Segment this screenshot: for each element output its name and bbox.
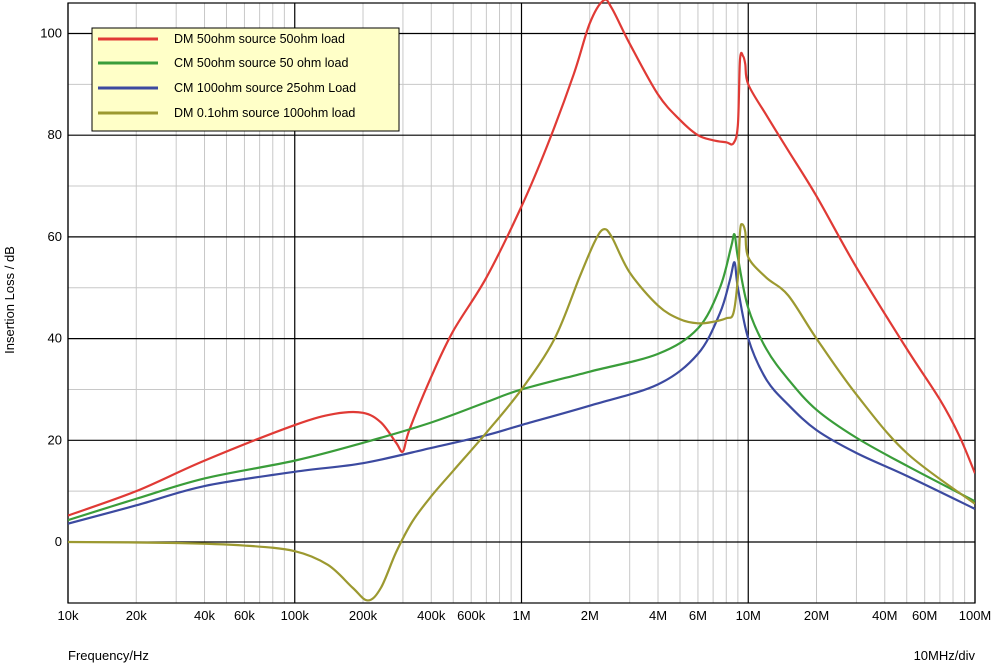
x-tick-label: 20M	[804, 608, 829, 623]
legend: DM 50ohm source 50ohm load CM 50ohm sour…	[91, 27, 400, 132]
x-tick-label: 60k	[234, 608, 255, 623]
x-tick-label: 20k	[126, 608, 147, 623]
x-tick-label: 400k	[417, 608, 446, 623]
y-tick-label: 40	[48, 331, 62, 346]
y-tick-label: 20	[48, 432, 62, 447]
legend-item-3: DM 0.1ohm source 100ohm load	[98, 106, 355, 120]
x-tick-label: 6M	[689, 608, 707, 623]
legend-item-1: CM 50ohm source 50 ohm load	[98, 56, 348, 70]
x-tick-label: 40M	[872, 608, 897, 623]
x-tick-label: 1M	[512, 608, 530, 623]
x-tick-label: 100M	[959, 608, 992, 623]
series-line-3	[68, 223, 975, 602]
y-tick-label: 100	[40, 26, 62, 41]
legend-item-0: DM 50ohm source 50ohm load	[98, 32, 345, 46]
x-axis-label: Frequency/Hz	[68, 648, 149, 663]
y-tick-label: 0	[55, 534, 62, 549]
y-axis-label: Insertion Loss / dB	[2, 246, 17, 354]
series-lines	[68, 0, 975, 602]
x-tick-label: 200k	[349, 608, 378, 623]
legend-label-3: DM 0.1ohm source 100ohm load	[174, 106, 355, 120]
x-tick-label: 40k	[194, 608, 215, 623]
x-tick-label: 2M	[581, 608, 599, 623]
x-scale-note: 10MHz/div	[914, 648, 976, 663]
y-tick-label: 60	[48, 229, 62, 244]
x-tick-label: 600k	[457, 608, 486, 623]
legend-label-1: CM 50ohm source 50 ohm load	[174, 56, 348, 70]
legend-item-2: CM 100ohm source 25ohm Load	[98, 81, 356, 95]
plot-frame	[67, 2, 976, 604]
x-tick-label: 10k	[58, 608, 79, 623]
y-tick-labels: 0 20 40 60 80 100	[40, 26, 62, 549]
x-tick-labels: 10k 20k 40k 60k 100k 200k 400k 600k 1M 2M 4M 6M 10M 2…	[58, 608, 992, 623]
legend-label-2: CM 100ohm source 25ohm Load	[174, 81, 356, 95]
series-line-1	[68, 232, 975, 522]
legend-label-0: DM 50ohm source 50ohm load	[174, 32, 345, 46]
x-tick-label: 10M	[736, 608, 761, 623]
series-line-2	[68, 261, 975, 525]
x-tick-label: 4M	[649, 608, 667, 623]
x-tick-label: 60M	[912, 608, 937, 623]
series-line-0	[68, 0, 975, 517]
y-tick-label: 80	[48, 127, 62, 142]
x-tick-label: 100k	[281, 608, 310, 623]
